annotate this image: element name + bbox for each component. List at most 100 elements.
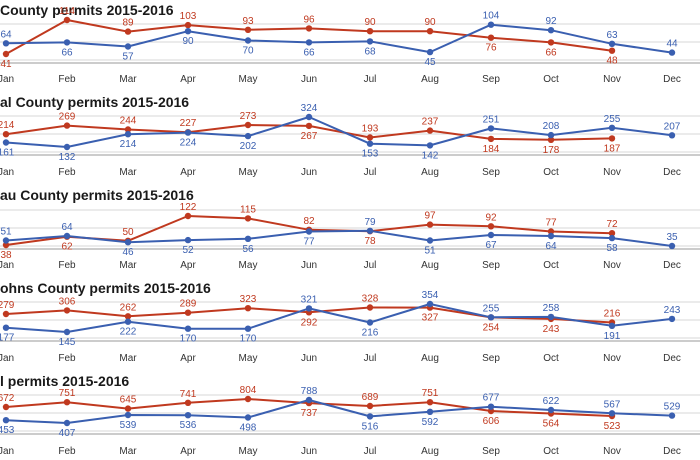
data-point [366,134,374,141]
data-label: 63 [606,30,618,41]
data-point [124,239,132,246]
chart-title: au County permits 2015-2016 [0,187,194,203]
data-label: 251 [483,114,500,125]
x-tick-label: Jun [301,446,317,457]
x-tick-label: Nov [603,446,621,457]
data-label: 57 [122,52,134,63]
x-tick-label: May [239,446,258,457]
data-label: 751 [422,388,439,399]
x-tick-label: Oct [543,167,559,178]
x-tick-label: Dec [663,353,681,364]
data-point [244,325,252,332]
data-label: 689 [362,392,379,403]
data-label: 104 [483,11,500,22]
data-point [487,135,495,143]
data-point [63,419,71,427]
data-point [608,135,616,142]
data-label: 324 [301,103,318,114]
data-point [124,411,132,419]
data-point [366,38,374,45]
data-label: 48 [606,56,618,67]
data-point [305,122,313,130]
data-label: 97 [424,211,436,222]
x-tick-label: Aug [421,260,439,271]
data-point [366,402,374,410]
data-point [244,37,252,44]
data-point [305,396,313,404]
x-tick-label: Apr [180,260,196,271]
data-label: 193 [362,124,379,135]
data-point [547,228,555,235]
x-tick-label: Nov [603,167,621,178]
data-label: 804 [240,385,257,396]
data-label: 82 [303,216,315,227]
data-label: 523 [604,421,621,432]
x-tick-label: Nov [603,260,621,271]
data-point [2,131,10,138]
data-point [184,309,192,316]
data-point [2,324,10,331]
chart-panel-1: County permits 2015-2016 Jan Feb Mar Apr May J… [0,2,700,85]
data-point [608,230,616,237]
data-point [124,28,132,35]
x-tick-label: Sep [482,353,500,364]
data-point [305,305,313,312]
data-label: 41 [0,59,12,70]
data-point [2,403,10,411]
data-point [63,232,71,240]
x-tick-label: May [239,353,258,364]
data-label: 46 [122,247,134,258]
data-point [184,399,192,406]
data-label: 170 [240,334,257,345]
data-point [124,131,132,138]
x-tick-label: May [239,74,258,85]
data-label: 184 [483,144,500,155]
series-line-2 [5,303,673,333]
data-label: 243 [664,305,681,316]
data-label: 202 [240,141,257,152]
chart-title: ohns County permits 2015-2016 [0,280,211,296]
data-point [63,307,71,314]
x-tick-label: Feb [58,353,76,364]
x-tick-label: Aug [421,353,439,364]
series-line-2 [5,229,673,247]
data-point [547,27,555,34]
x-tick-label: Jan [0,353,14,364]
x-tick-label: Jan [0,446,14,457]
data-point [608,124,616,131]
data-point [668,412,676,419]
data-label: 178 [543,145,560,156]
data-label: 208 [543,121,560,132]
x-tick-label: Feb [58,74,76,85]
data-point [184,325,192,332]
data-point [184,236,192,244]
data-label: 77 [303,237,315,248]
data-point [668,315,676,323]
data-label: 92 [545,16,557,27]
x-tick-label: Sep [482,167,500,178]
data-label: 66 [545,47,557,58]
data-label: 788 [301,386,318,397]
data-point [63,122,71,129]
data-point [63,16,71,24]
data-label: 606 [483,416,500,427]
chart-title: al County permits 2015-2016 [0,94,189,110]
data-label: 66 [303,47,315,58]
x-tick-label: Jan [0,167,14,178]
data-point [2,310,10,318]
x-tick-label: Mar [119,167,137,178]
data-point [608,234,616,242]
data-point [366,304,374,311]
data-label: 328 [362,294,379,305]
x-tick-label: Apr [180,167,196,178]
data-label: 132 [59,152,76,163]
data-label: 751 [59,388,76,399]
data-label: 645 [120,395,137,406]
data-point [184,412,192,419]
x-tick-label: Oct [543,353,559,364]
data-point [487,125,495,132]
data-label: 737 [301,408,318,419]
x-tick-label: Dec [663,260,681,271]
x-tick-label: Sep [482,74,500,85]
